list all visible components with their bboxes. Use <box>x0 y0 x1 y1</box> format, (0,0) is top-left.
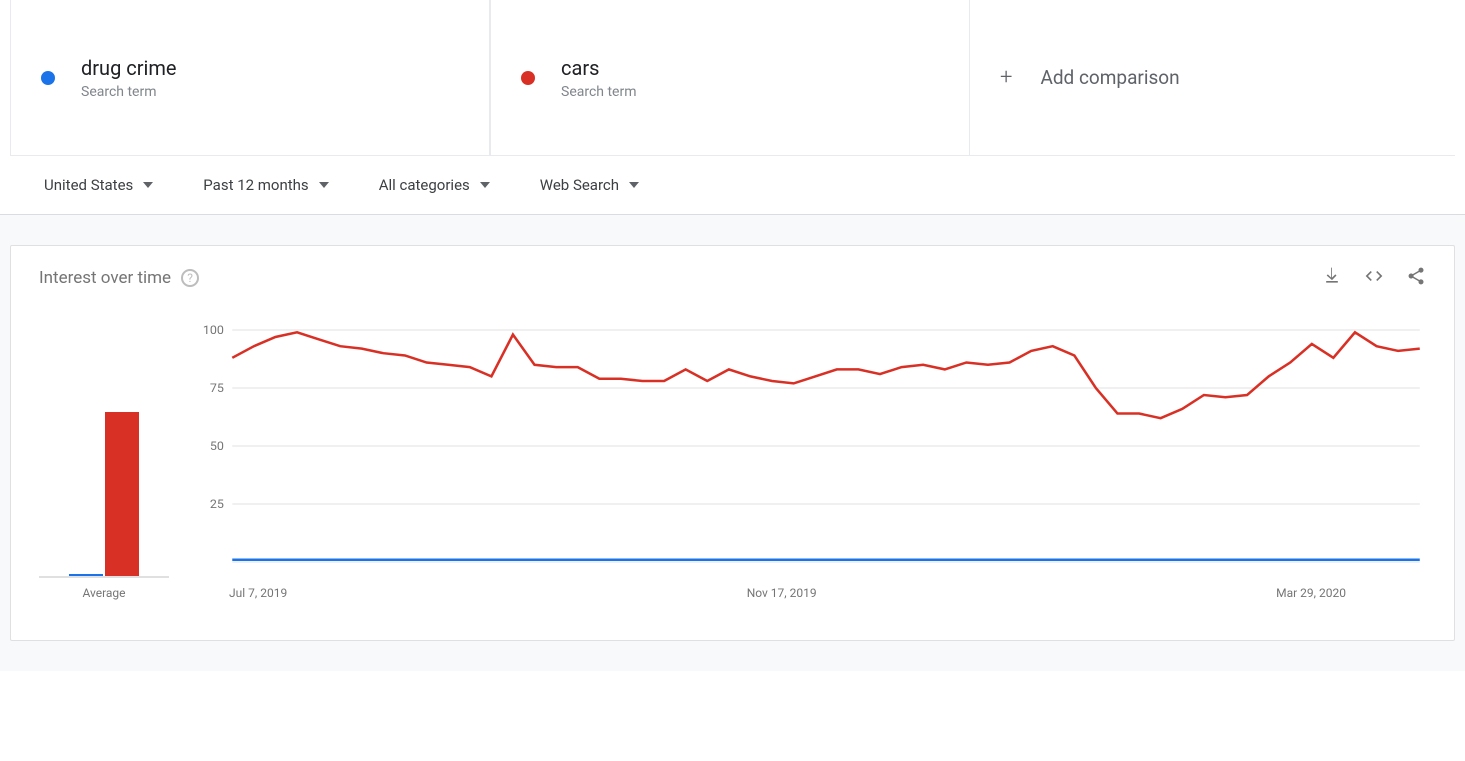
add-comparison-button[interactable]: + Add comparison <box>970 0 1450 155</box>
term-sub: Search term <box>81 84 177 100</box>
chevron-down-icon <box>319 182 329 188</box>
x-axis-label: Mar 29, 2020 <box>1276 586 1346 600</box>
embed-icon[interactable] <box>1364 266 1384 290</box>
panel-title: Interest over time <box>39 268 171 288</box>
svg-text:100: 100 <box>203 323 224 337</box>
time-filter[interactable]: Past 12 months <box>203 176 328 194</box>
filters-row: United States Past 12 months All categor… <box>0 156 1465 215</box>
region-filter[interactable]: United States <box>44 176 153 194</box>
term-label: cars <box>561 56 637 80</box>
svg-text:50: 50 <box>210 439 224 453</box>
average-bar <box>69 574 103 576</box>
average-bar <box>105 412 139 576</box>
category-filter[interactable]: All categories <box>379 176 490 194</box>
x-axis-label: Jul 7, 2019 <box>229 586 287 600</box>
term-label: drug crime <box>81 56 177 80</box>
chevron-down-icon <box>143 182 153 188</box>
x-axis-label: Nov 17, 2019 <box>747 586 817 600</box>
search-terms-row: drug crime Search term cars Search term … <box>10 0 1455 156</box>
search-type-filter[interactable]: Web Search <box>540 176 639 194</box>
region-filter-label: United States <box>44 176 133 194</box>
term-color-dot <box>521 71 535 85</box>
chevron-down-icon <box>629 182 639 188</box>
svg-text:25: 25 <box>210 497 224 511</box>
time-filter-label: Past 12 months <box>203 176 308 194</box>
average-label: Average <box>39 586 169 600</box>
add-comparison-label: Add comparison <box>1040 66 1179 89</box>
term-card[interactable]: drug crime Search term <box>10 0 490 155</box>
search-type-filter-label: Web Search <box>540 176 619 194</box>
average-block: Average <box>39 338 169 600</box>
share-icon[interactable] <box>1406 266 1426 290</box>
line-chart: 25 50 75 100 Jul 7, 2019 Nov 17, 2019 Mar 29,… <box>199 320 1426 600</box>
chevron-down-icon <box>480 182 490 188</box>
term-card[interactable]: cars Search term <box>490 0 970 155</box>
term-color-dot <box>41 71 55 85</box>
category-filter-label: All categories <box>379 176 470 194</box>
help-icon[interactable]: ? <box>181 269 199 287</box>
svg-text:75: 75 <box>210 381 224 395</box>
plus-icon: + <box>1000 65 1012 90</box>
interest-over-time-panel: Interest over time ? Average <box>10 245 1455 641</box>
term-sub: Search term <box>561 84 637 100</box>
download-icon[interactable] <box>1322 266 1342 290</box>
